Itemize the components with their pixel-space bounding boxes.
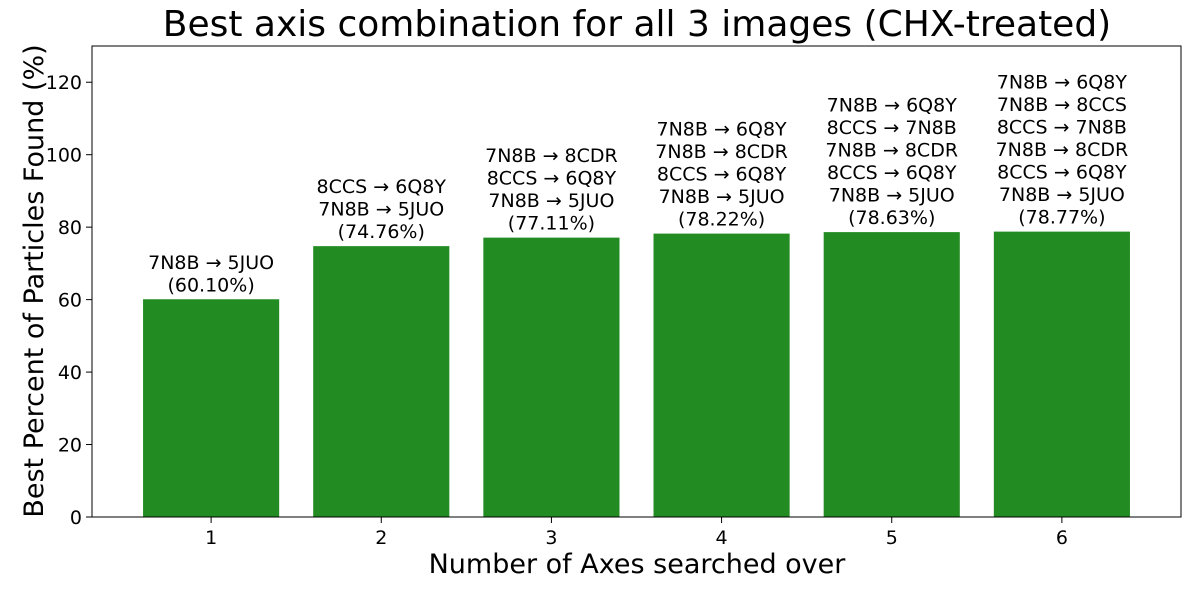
bar-4 <box>653 233 790 518</box>
annotation-line: 8CCS → 7N8B <box>827 117 957 139</box>
x-tick-label: 5 <box>886 527 898 549</box>
annotation-line: 7N8B → 6Q8Y <box>997 72 1128 94</box>
x-tick-label: 4 <box>716 527 728 549</box>
axes-layer: 0 20 40 60 80 100 120 1 2 3 4 5 6 <box>46 45 1182 549</box>
y-tick-label: 20 <box>58 435 82 457</box>
bar-2 <box>313 246 450 517</box>
annotation-line: 7N8B → 8CDR <box>485 145 618 167</box>
annotation-line: 7N8B → 8CDR <box>655 141 788 163</box>
x-axis-label: Number of Axes searched over <box>429 549 847 580</box>
annotation-line: 7N8B → 6Q8Y <box>827 95 958 117</box>
annotation-line: (60.10%) <box>167 274 254 296</box>
annotation-line: 7N8B → 5JUO <box>999 184 1125 206</box>
annotation-line: 7N8B → 6Q8Y <box>656 119 787 141</box>
bars-layer <box>143 231 1130 518</box>
annotation-line: 7N8B → 5JUO <box>659 186 785 208</box>
bar-5 <box>823 232 960 517</box>
y-tick-label: 60 <box>58 290 82 312</box>
annotation-line: 7N8B → 8CDR <box>825 140 958 162</box>
annotation-line: 8CCS → 6Q8Y <box>997 162 1127 184</box>
annotation-line: (78.63%) <box>848 207 935 229</box>
annotation-line: (78.22%) <box>678 209 765 231</box>
annotation-line: 7N8B → 5JUO <box>318 199 444 221</box>
y-tick-label: 80 <box>58 217 82 239</box>
plot-frame <box>91 45 1182 518</box>
annotation-line: 8CCS → 6Q8Y <box>657 164 787 186</box>
y-axis-label: Best Percent of Particles Found (%) <box>19 44 50 517</box>
annotation-line: 7N8B → 8CCS <box>997 94 1127 116</box>
annotation-line: 7N8B → 5JUO <box>829 185 955 207</box>
annotation-line: 8CCS → 7N8B <box>997 117 1127 139</box>
annotation-line: (78.77%) <box>1018 207 1105 229</box>
bar-3 <box>483 237 620 517</box>
y-tick-label: 120 <box>46 72 82 94</box>
annotation-line: (74.76%) <box>338 221 425 243</box>
x-tick-label: 1 <box>205 527 217 549</box>
x-tick-label: 3 <box>545 527 557 549</box>
x-tick-label: 2 <box>375 527 387 549</box>
annotation-line: 7N8B → 8CDR <box>996 139 1129 161</box>
x-tick-label: 6 <box>1056 527 1068 549</box>
bar-1 <box>143 299 280 517</box>
annotation-line: 7N8B → 5JUO <box>488 190 614 212</box>
annotation-line: 7N8B → 5JUO <box>148 252 274 274</box>
bar-6 <box>993 231 1130 517</box>
y-tick-label: 40 <box>58 362 82 384</box>
annotation-line: 8CCS → 6Q8Y <box>317 176 447 198</box>
annotation-line: 8CCS → 6Q8Y <box>487 168 617 190</box>
y-tick-label: 100 <box>46 145 82 167</box>
chart-title: Best axis combination for all 3 images (… <box>163 4 1111 45</box>
annotation-line: (77.11%) <box>508 213 595 235</box>
bar-annotation-1: 7N8B → 5JUO(60.10%) <box>148 252 274 297</box>
y-tick-label: 0 <box>70 507 82 529</box>
annotation-line: 8CCS → 6Q8Y <box>827 162 957 184</box>
